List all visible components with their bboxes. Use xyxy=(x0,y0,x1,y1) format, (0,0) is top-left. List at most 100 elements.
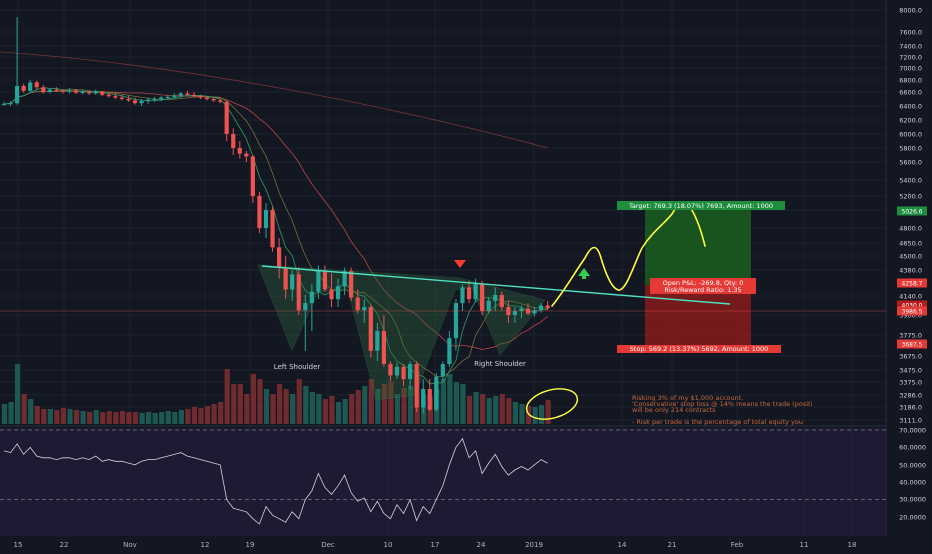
stop-zone xyxy=(645,285,751,345)
candle xyxy=(185,90,190,97)
candle-body xyxy=(427,389,432,410)
volume-bar xyxy=(296,379,302,424)
volume-bar xyxy=(60,408,67,424)
x-tick-label: 15 xyxy=(14,541,23,549)
volume-bars xyxy=(1,364,551,424)
price-tick-label: 3375.0 xyxy=(899,379,922,387)
candle xyxy=(329,273,334,308)
volume-bar xyxy=(93,410,99,424)
price-tick-label: 6200.0 xyxy=(899,117,922,125)
candle xyxy=(159,96,164,102)
volume-bar xyxy=(146,412,152,424)
candle-body xyxy=(237,148,242,154)
volume-bar xyxy=(277,384,283,424)
candle-body xyxy=(152,99,157,100)
volume-bar xyxy=(290,394,296,424)
candle xyxy=(54,87,59,92)
candle xyxy=(512,307,517,323)
x-tick-label: 17 xyxy=(431,541,440,549)
candle-body xyxy=(54,89,59,91)
candle-body xyxy=(159,97,164,99)
volume-bar xyxy=(532,407,538,424)
candle xyxy=(231,128,236,155)
price-label-box xyxy=(897,206,927,216)
x-tick-label: 24 xyxy=(477,541,486,549)
volume-bar xyxy=(362,386,368,424)
volume-bar xyxy=(119,411,125,424)
price-tick-label: 6600.0 xyxy=(899,89,922,97)
candle xyxy=(204,96,210,101)
x-tick-label: 11 xyxy=(800,541,809,549)
note-text: will be only 214 contracts xyxy=(632,406,716,414)
rsi-tick-label: 50.0000 xyxy=(899,462,926,470)
right-shoulder-label: Right Shoulder xyxy=(474,360,526,368)
candle xyxy=(499,291,504,311)
candle-body xyxy=(296,274,301,311)
volume-bar xyxy=(139,413,145,424)
candle-body xyxy=(139,101,144,104)
candle-body xyxy=(532,310,537,314)
volume-bar xyxy=(519,404,525,424)
volume-bar xyxy=(486,398,492,424)
candle xyxy=(394,362,400,379)
candle-body xyxy=(322,271,328,290)
price-tick-label: 7600.0 xyxy=(899,29,922,37)
rsi-tick-label: 30.0000 xyxy=(899,496,926,504)
left-shoulder-label: Left Shoulder xyxy=(274,363,321,371)
candle-body xyxy=(414,364,419,408)
x-tick-label: Nov xyxy=(123,541,137,549)
volume-bar xyxy=(250,374,256,424)
candle xyxy=(132,97,138,105)
price-tick-label: 4800.0 xyxy=(899,225,922,233)
candle xyxy=(296,267,301,315)
volume-bar xyxy=(525,406,532,424)
candle-body xyxy=(460,287,465,304)
candle xyxy=(250,155,255,203)
candle xyxy=(178,92,183,98)
candle xyxy=(375,323,380,362)
volume-bar xyxy=(473,392,479,424)
x-tick-label: 21 xyxy=(668,541,677,549)
volume-bar xyxy=(408,386,414,424)
candle xyxy=(244,150,249,162)
candle-body xyxy=(499,294,504,308)
candle xyxy=(460,284,465,312)
volume-bar xyxy=(263,389,270,424)
candle xyxy=(34,80,39,90)
candle xyxy=(388,361,393,382)
volume-bar xyxy=(67,409,73,424)
volume-bar xyxy=(231,384,237,424)
candle-body xyxy=(34,82,39,88)
candle-body xyxy=(316,271,321,292)
candle xyxy=(191,92,197,97)
candle-body xyxy=(132,100,138,104)
candle xyxy=(165,94,170,100)
candle xyxy=(401,364,406,387)
price-tick-label: 3775.0 xyxy=(899,332,922,340)
candle-body xyxy=(231,134,236,148)
price-label-box xyxy=(897,306,927,316)
candle xyxy=(309,284,314,331)
risk-reward-label: Risk/Reward Ratio: 1.35 xyxy=(664,286,741,294)
candle xyxy=(198,94,203,99)
price-tick-label: 8000.0 xyxy=(899,7,922,15)
price-tick-label: 5600.0 xyxy=(899,159,922,167)
volume-bar xyxy=(198,408,204,424)
candle-body xyxy=(211,99,216,101)
volume-bar xyxy=(480,394,486,424)
candle xyxy=(335,278,341,308)
candle-body xyxy=(401,366,406,379)
candle-body xyxy=(218,100,223,102)
candle-body xyxy=(178,93,183,96)
volume-bar xyxy=(87,412,93,424)
candle xyxy=(100,90,105,97)
candle xyxy=(421,379,426,414)
price-tick-label: 3675.0 xyxy=(899,353,922,361)
x-tick-label: 2019 xyxy=(525,541,543,549)
volume-bar xyxy=(54,410,60,424)
volume-bar xyxy=(316,394,322,424)
note-text: 'Conservative' stop loss @ 14% means the… xyxy=(632,400,813,408)
volume-bar xyxy=(218,402,224,424)
